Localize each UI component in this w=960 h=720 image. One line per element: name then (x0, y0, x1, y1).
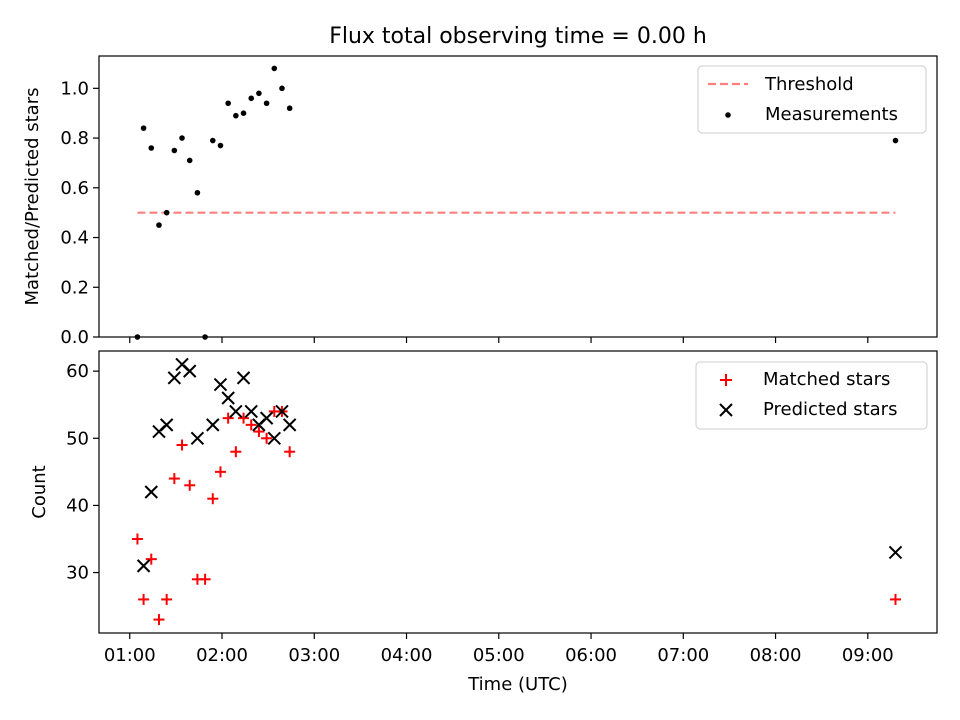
matched-star-point (153, 614, 165, 626)
ratio-legend-box (697, 65, 927, 134)
chart-title: Flux total observing time = 0.00 h (329, 24, 707, 49)
measurement-point (263, 100, 270, 107)
x-tick-label: 01:00 (104, 645, 156, 666)
predicted-star-point (183, 364, 197, 378)
ratio-y-tick-label: 0.6 (60, 178, 89, 199)
matched-star-point (214, 466, 226, 478)
matched-star-point (131, 533, 143, 545)
count-legend: Matched stars Predicted stars (695, 361, 928, 430)
ratio-y-tick-label: 1.0 (60, 78, 89, 99)
x-tick-label: 09:00 (842, 645, 894, 666)
predicted-star-point (190, 431, 205, 445)
x-tick-label: 06:00 (565, 645, 617, 666)
ratio-panel: Matched/Predicted stars Threshold Measur… (22, 55, 938, 340)
matched-star-point (168, 473, 180, 485)
matched-star-point (199, 573, 211, 585)
measurement-point (163, 209, 170, 216)
predicted-star-point (259, 411, 274, 425)
measurement-point (209, 137, 216, 144)
x-tick-label: 04:00 (381, 645, 433, 666)
predicted-star-point (136, 559, 151, 573)
ratio-y-tick-label: 0.2 (60, 277, 89, 298)
x-tick-label: 07:00 (657, 645, 709, 666)
predicted-star-point (144, 485, 158, 499)
ratio-axes-frame (98, 55, 938, 338)
matched-star-point (145, 553, 157, 565)
legend-measurements-marker (725, 112, 731, 118)
predicted-star-point (159, 418, 174, 432)
matched-star-point (238, 412, 250, 424)
count-y-tick-label: 40 (66, 495, 89, 516)
ratio-legend: Threshold Measurements (697, 65, 927, 134)
measurement-point (256, 90, 262, 97)
measurement-point (156, 222, 162, 228)
predicted-star-point (167, 371, 182, 385)
predicted-star-point (244, 404, 258, 419)
measurement-point (279, 85, 285, 92)
ratio-y-tick-label: 0.8 (60, 128, 89, 149)
measurement-point (194, 189, 201, 196)
measurement-point (248, 95, 255, 102)
measurement-point (240, 110, 247, 116)
measurement-point (225, 100, 231, 107)
count-y-axis-label: Count (29, 465, 50, 518)
matched-star-point (161, 593, 173, 605)
predicted-star-point (229, 404, 243, 419)
x-axis-label: Time (UTC) (467, 674, 568, 695)
matched-star-point (889, 593, 901, 605)
ratio-y-tick-label: 0.0 (60, 327, 89, 348)
matched-star-point (253, 426, 265, 438)
measurement-point (171, 147, 178, 154)
matched-star-point (184, 479, 196, 491)
matched-star-point (261, 432, 273, 444)
legend-matched-label: Matched stars (763, 369, 890, 390)
measurement-point (148, 145, 155, 151)
count-y-tick-label: 60 (66, 361, 89, 382)
legend-measurements-label: Measurements (765, 104, 898, 125)
predicted-star-point (206, 418, 220, 432)
x-tick-label: 03:00 (288, 645, 340, 666)
matched-star-point (284, 446, 296, 458)
measurement-point (233, 112, 239, 119)
predicted-star-point (282, 418, 297, 432)
ratio-y-tick-label: 0.4 (60, 228, 89, 249)
legend-predicted-marker (719, 403, 733, 417)
predicted-star-point (236, 371, 251, 385)
matched-star-point (230, 446, 242, 458)
ratio-y-axis-label: Matched/Predicted stars (22, 88, 43, 306)
matched-star-point (245, 419, 257, 431)
predicted-star-point (275, 404, 289, 419)
measurement-point (217, 142, 224, 149)
matched-star-point (176, 439, 188, 451)
predicted-star-point (267, 431, 281, 445)
count-y-tick-label: 50 (66, 428, 89, 449)
measurement-point (271, 65, 278, 72)
predicted-star-point (213, 377, 228, 392)
measurement-point (892, 137, 899, 144)
count-panel: Count Time (UTC) Matched stars Predicted… (29, 350, 938, 695)
count-axes-frame (98, 350, 938, 634)
matched-star-point (138, 593, 150, 605)
x-tick-label: 02:00 (196, 645, 248, 666)
count-legend-box (695, 361, 928, 430)
legend-predicted-label: Predicted stars (763, 399, 897, 420)
count-y-tick-label: 30 (66, 563, 89, 584)
matched-star-point (207, 493, 219, 505)
predicted-star-point (221, 391, 235, 405)
measurement-point (186, 157, 193, 164)
legend-threshold-label: Threshold (764, 74, 854, 95)
predicted-star-point (888, 545, 903, 560)
measurement-point (179, 135, 185, 141)
measurement-point (286, 105, 293, 112)
matched-star-point (222, 412, 234, 424)
measurement-point (140, 125, 147, 131)
legend-matched-marker (720, 374, 732, 386)
x-tick-label: 05:00 (473, 645, 525, 666)
x-tick-label: 08:00 (750, 645, 802, 666)
